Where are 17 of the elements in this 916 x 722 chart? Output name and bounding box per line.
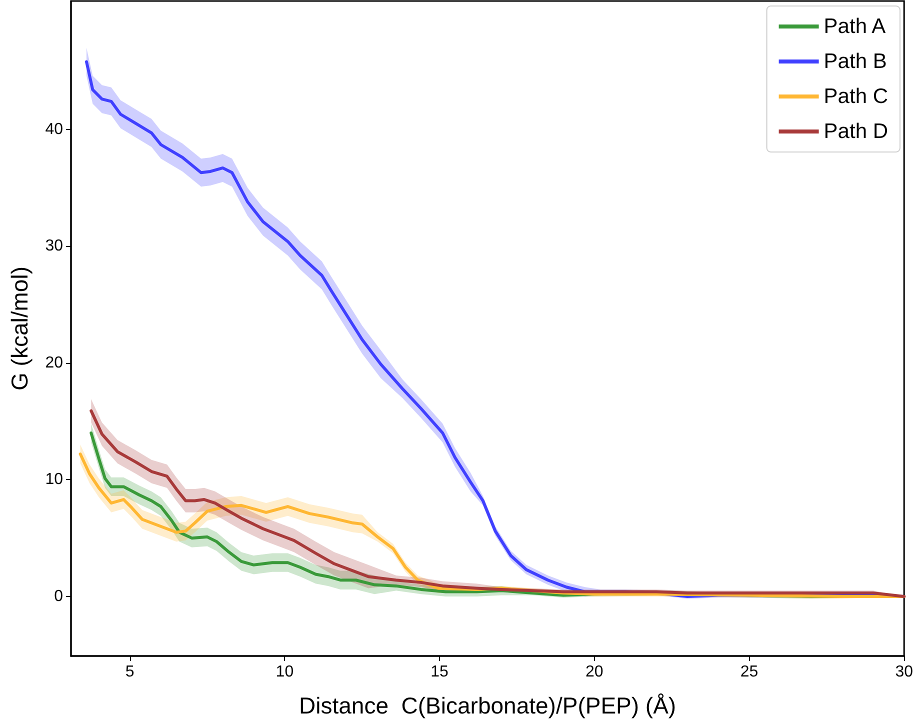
y-tick-label: 10 bbox=[45, 471, 64, 488]
x-tick-label: 10 bbox=[276, 664, 294, 680]
x-tick-label: 15 bbox=[430, 664, 449, 680]
x-tick-label: 30 bbox=[895, 664, 914, 680]
y-tick-label: 20 bbox=[45, 354, 64, 372]
legend-label: Path B bbox=[824, 50, 887, 73]
y-tick-label: 30 bbox=[45, 238, 64, 255]
x-tick-label: 5 bbox=[125, 664, 134, 680]
x-axis-title: Distance C(Bicarbonate)/P(PEP) (Å) bbox=[299, 692, 676, 718]
x-tick-label: 25 bbox=[740, 664, 758, 680]
y-tick-label: 0 bbox=[54, 588, 64, 605]
y-axis-title: G (kcal/mol) bbox=[6, 266, 32, 390]
legend-label: Path D bbox=[824, 120, 888, 143]
x-tick-label: 20 bbox=[586, 664, 604, 680]
legend-label: Path A bbox=[824, 15, 886, 38]
legend-label: Path C bbox=[824, 85, 888, 108]
y-tick-label: 40 bbox=[45, 120, 64, 138]
